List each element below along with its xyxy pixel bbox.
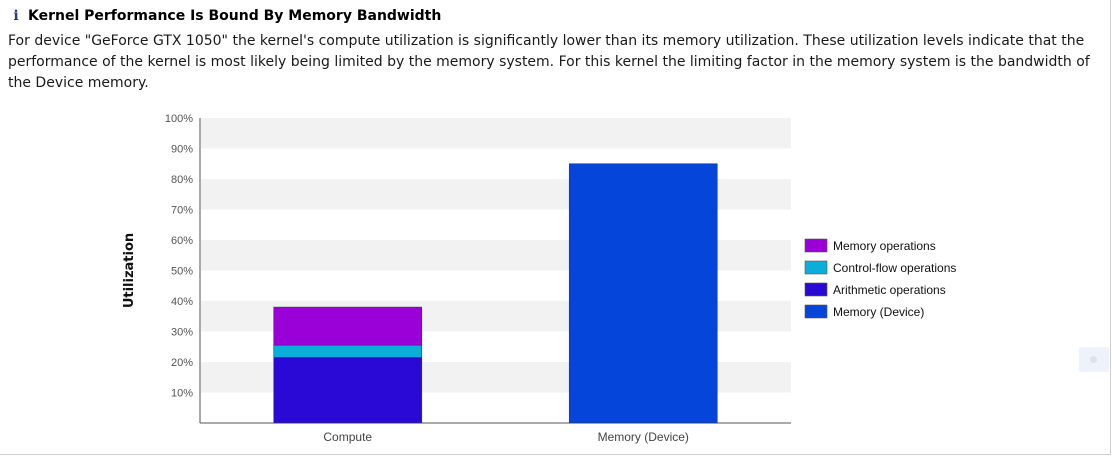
x-category-label: Compute bbox=[323, 430, 372, 444]
y-tick-label: 90% bbox=[171, 144, 193, 156]
legend-swatch bbox=[804, 304, 828, 319]
bar-segment bbox=[273, 357, 423, 424]
legend-swatch bbox=[804, 282, 828, 297]
y-tick-label: 80% bbox=[171, 174, 193, 186]
legend-swatch bbox=[804, 238, 828, 253]
grid-band bbox=[201, 118, 791, 149]
y-tick-label: 100% bbox=[165, 113, 193, 125]
section-header: i Kernel Performance Is Bound By Memory … bbox=[10, 6, 441, 26]
description-text: For device "GeForce GTX 1050" the kernel… bbox=[8, 33, 1090, 91]
y-tick-label: 30% bbox=[171, 327, 193, 339]
legend-label: Arithmetic operations bbox=[833, 283, 946, 297]
x-category-label: Memory (Device) bbox=[598, 430, 689, 444]
y-tick-label: 60% bbox=[171, 235, 193, 247]
section-title: Kernel Performance Is Bound By Memory Ba… bbox=[28, 8, 442, 24]
y-tick-label: 70% bbox=[171, 205, 193, 217]
bar-segment bbox=[568, 163, 718, 424]
y-axis-title: Utilization bbox=[122, 233, 137, 308]
y-tick-label: 10% bbox=[171, 388, 193, 400]
y-tick-label: 50% bbox=[171, 266, 193, 278]
y-tick-label: 20% bbox=[171, 357, 193, 369]
bar-segment bbox=[273, 306, 423, 346]
side-scroll-button[interactable] bbox=[1079, 347, 1109, 372]
info-icon: i bbox=[13, 8, 19, 24]
legend-swatch bbox=[804, 260, 828, 275]
legend-label: Memory (Device) bbox=[833, 305, 924, 319]
bar-segment bbox=[273, 344, 423, 358]
legend-label: Memory operations bbox=[833, 239, 936, 253]
y-tick-label: 40% bbox=[171, 296, 193, 308]
legend-label: Control-flow operations bbox=[833, 261, 956, 275]
dot-icon bbox=[1090, 356, 1097, 363]
